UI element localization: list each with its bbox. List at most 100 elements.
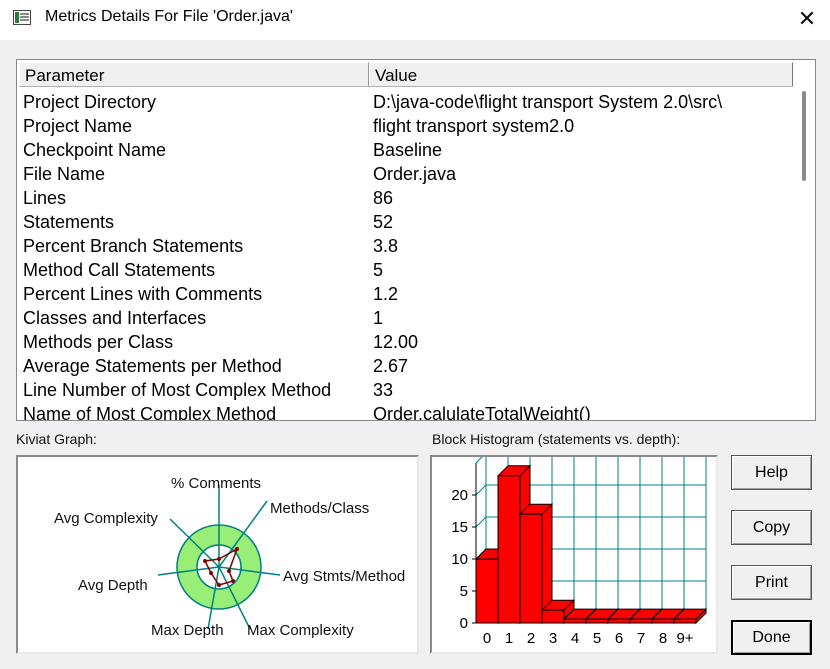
kiviat-point	[235, 547, 239, 551]
value-cell: 12.00	[373, 332, 419, 352]
table-row[interactable]: File Name Order.java	[23, 162, 793, 186]
y-tick-label: 10	[451, 551, 468, 568]
kiviat-point	[227, 569, 231, 573]
parameter-cell: Classes and Interfaces	[23, 308, 207, 328]
table-row[interactable]: Project Directory D:\java-code\flight tra…	[23, 90, 793, 114]
value-cell: 52	[373, 212, 394, 232]
app-icon	[13, 10, 31, 25]
window-title: Metrics Details For File 'Order.java'	[45, 8, 293, 25]
kiviat-point	[231, 579, 235, 583]
table-header: Parameter Value	[19, 62, 793, 87]
print-button[interactable]: Print	[731, 565, 812, 600]
histogram-label: Block Histogram (statements vs. depth):	[432, 431, 681, 447]
table-row[interactable]: Average Statements per Method 2.67	[23, 354, 793, 378]
value-cell: D:\java-code\flight transport System 2.0…	[373, 92, 723, 112]
value-cell: flight transport system2.0	[373, 116, 575, 136]
kiviat-axis-label: Avg Complexity	[54, 510, 158, 527]
kiviat-axis	[169, 518, 220, 568]
y-tick-label: 0	[460, 615, 468, 632]
table-row[interactable]: Checkpoint Name Baseline	[23, 138, 793, 162]
table-row[interactable]: Percent Branch Statements 3.8	[23, 234, 793, 258]
table-row[interactable]: Name of Most Complex Method Order.calulat…	[23, 402, 793, 421]
bar	[629, 618, 653, 624]
x-tick-label: 3	[549, 630, 557, 647]
x-tick-label: 2	[527, 630, 535, 647]
table-row[interactable]: Method Call Statements 5	[23, 258, 793, 282]
x-tick-label: 9+	[676, 630, 693, 647]
grid-line	[475, 452, 487, 464]
parameter-cell: Project Name	[23, 116, 133, 136]
value-cell: 3.8	[373, 236, 399, 256]
kiviat-point	[217, 557, 221, 561]
x-tick-label: 5	[593, 630, 601, 647]
kiviat-svg: % Comments Methods/Class Avg Stmts/Method M…	[54, 475, 405, 639]
parameter-cell: Percent Lines with Comments	[23, 284, 263, 304]
value-cell: 2.67	[373, 356, 409, 376]
bar	[519, 513, 543, 624]
grid-line	[475, 516, 487, 528]
help-button[interactable]: Help	[731, 455, 812, 490]
kiviat-axis-label: Methods/Class	[270, 500, 369, 517]
kiviat-point	[203, 559, 207, 563]
parameter-cell: Checkpoint Name	[23, 140, 167, 160]
value-cell: Order.java	[373, 164, 457, 184]
parameter-cell: Statements	[23, 212, 115, 232]
table-row[interactable]: Percent Lines with Comments 1.2	[23, 282, 793, 306]
table-row[interactable]: Methods per Class 12.00	[23, 330, 793, 354]
column-header-parameter[interactable]: Parameter	[19, 62, 369, 86]
value-cell: Baseline	[373, 140, 443, 160]
kiviat-axis-label: Max Complexity	[247, 622, 354, 639]
kiviat-plot	[203, 547, 239, 586]
x-tick-label: 0	[483, 630, 491, 647]
bar	[475, 558, 499, 624]
done-button[interactable]: Done	[731, 620, 812, 655]
table-row[interactable]: Classes and Interfaces 1	[23, 306, 793, 330]
kiviat-point	[209, 571, 213, 575]
bar	[541, 609, 565, 624]
x-tick-label: 4	[571, 630, 579, 647]
bar	[607, 618, 631, 624]
parameter-cell: Line Number of Most Complex Method	[23, 380, 332, 400]
value-cell: Order.calulateTotalWeight()	[373, 404, 591, 421]
parameter-cell: Name of Most Complex Method	[23, 404, 277, 421]
table-row[interactable]: Statements 52	[23, 210, 793, 234]
copy-button[interactable]: Copy	[731, 510, 812, 545]
parameter-cell: Percent Branch Statements	[23, 236, 244, 256]
scrollbar-thumb[interactable]	[802, 91, 806, 181]
y-tick-label: 15	[451, 519, 468, 536]
kiviat-axis	[218, 500, 268, 568]
block-histogram: 0 5 10 15 20 0 1 2 3 4 5 6 7 8 9+	[430, 452, 718, 654]
parameter-cell: Methods per Class	[23, 332, 174, 352]
value-cell: 1	[373, 308, 384, 328]
table-row[interactable]: Lines 86	[23, 186, 793, 210]
metrics-table[interactable]: Parameter Value Project Directory D:\java…	[16, 59, 816, 421]
parameter-cell: Average Statements per Method	[23, 356, 282, 376]
kiviat-axis-label: Avg Depth	[78, 577, 148, 594]
close-button[interactable]: ✕	[797, 6, 817, 31]
bar	[673, 618, 697, 624]
table-row[interactable]: Project Name flight transport system2.0	[23, 114, 793, 138]
kiviat-axis-label: % Comments	[171, 475, 261, 492]
x-tick-label: 1	[505, 630, 513, 647]
vertical-scrollbar[interactable]	[796, 87, 813, 420]
kiviat-point	[217, 583, 221, 587]
table-row[interactable]: Line Number of Most Complex Method 33	[23, 378, 793, 402]
table-body: Project Directory D:\java-code\flight tra…	[23, 90, 793, 421]
kiviat-axis	[207, 566, 220, 630]
value-cell: 1.2	[373, 284, 399, 304]
grid-line	[475, 484, 487, 496]
parameter-cell: File Name	[23, 164, 106, 184]
value-cell: 5	[373, 260, 384, 280]
bar	[563, 618, 587, 624]
bar	[585, 618, 609, 624]
kiviat-graph: % Comments Methods/Class Avg Stmts/Method M…	[16, 455, 419, 654]
kiviat-axis	[218, 566, 251, 630]
column-header-value[interactable]: Value	[369, 62, 793, 86]
kiviat-axis-label: Max Depth	[151, 622, 224, 639]
value-cell: 86	[373, 188, 394, 208]
y-tick-label: 20	[451, 487, 468, 504]
parameter-cell: Project Directory	[23, 92, 157, 112]
kiviat-label: Kiviat Graph:	[16, 431, 97, 447]
parameter-cell: Method Call Statements	[23, 260, 216, 280]
